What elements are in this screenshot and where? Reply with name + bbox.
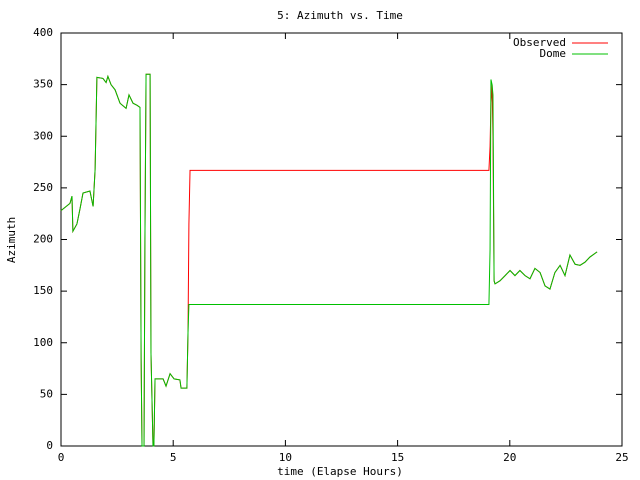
x-tick-label: 10 (279, 451, 292, 464)
x-tick-label: 15 (391, 451, 404, 464)
y-tick-label: 100 (33, 336, 53, 349)
y-tick-label: 50 (40, 387, 53, 400)
y-tick-label: 0 (46, 439, 53, 452)
x-tick-label: 25 (615, 451, 628, 464)
y-tick-label: 250 (33, 181, 53, 194)
x-tick-label: 5 (170, 451, 177, 464)
y-tick-label: 200 (33, 233, 53, 246)
chart-title: 5: Azimuth vs. Time (277, 9, 403, 22)
legend-label: Observed (513, 36, 566, 49)
y-tick-label: 150 (33, 284, 53, 297)
y-tick-label: 400 (33, 26, 53, 39)
data-line (60, 73, 598, 447)
y-tick-label: 300 (33, 129, 53, 142)
legend-label: Dome (540, 47, 567, 60)
x-tick-label: 0 (58, 451, 65, 464)
x-axis-label: time (Elapse Hours) (277, 465, 403, 478)
y-axis-label: Azimuth (5, 217, 18, 263)
y-tick-label: 350 (33, 78, 53, 91)
x-tick-label: 20 (503, 451, 516, 464)
